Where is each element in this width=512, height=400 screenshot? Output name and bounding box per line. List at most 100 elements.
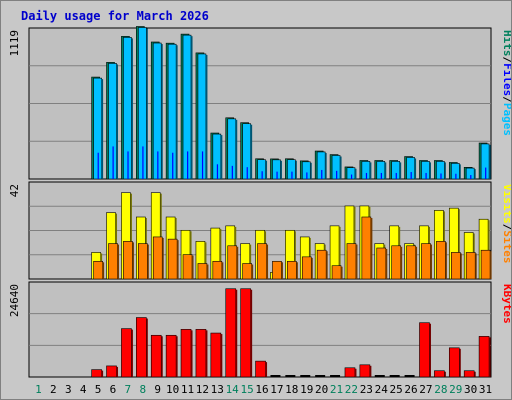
day-label: 20: [315, 383, 328, 396]
files-bar: [201, 151, 204, 179]
sites-bar-shade: [251, 264, 254, 279]
day-label: 15: [240, 383, 253, 396]
pages-bar-shade: [340, 156, 342, 179]
pages-bar-shade: [265, 160, 268, 179]
day-label: 7: [125, 383, 132, 396]
kbytes-bar-shade: [131, 329, 133, 377]
day-label: 25: [390, 383, 403, 396]
sites-bar: [346, 243, 357, 280]
pages-bar-shade: [295, 160, 297, 179]
visits-bar-shade: [339, 226, 341, 279]
visits-bar-shade: [130, 193, 132, 279]
chart-title: Daily usage for March 2026: [21, 9, 209, 23]
pages-bar-shade: [220, 135, 223, 179]
sites-bar: [197, 263, 208, 280]
legend-middle: Visits/Sites: [501, 184, 511, 264]
pages-bar-shade: [429, 162, 431, 179]
sites-bar: [182, 254, 193, 280]
day-label: 28: [434, 383, 447, 396]
legend-hits: Hits: [501, 30, 511, 57]
legend-separator: /: [501, 57, 511, 64]
legend-kbytes: KBytes: [501, 284, 511, 324]
sites-bar-shade: [221, 262, 224, 279]
files-bar: [470, 175, 472, 179]
kbytes-bar-shade: [444, 371, 446, 377]
visits-bar-shade: [204, 242, 207, 279]
sites-bar-shade: [326, 251, 328, 279]
sites-bar: [316, 249, 327, 280]
sites-bar-shade: [355, 244, 358, 279]
sites-bar: [93, 260, 103, 280]
files-bar: [365, 172, 368, 179]
sites-bar-shade: [281, 262, 283, 279]
sites-bar: [212, 260, 223, 280]
kbytes-bar: [136, 317, 147, 378]
kbytes-bar-shade: [101, 370, 104, 377]
pages-bar-shade: [250, 124, 253, 179]
y-max-label: 42: [8, 184, 21, 197]
legend-bottom: KBytes: [501, 284, 511, 324]
day-label: 17: [270, 383, 283, 396]
visits-bar-shade: [294, 231, 296, 279]
day-label: 24: [375, 383, 389, 396]
kbytes-bar-shade: [205, 330, 208, 377]
sites-bar: [272, 260, 282, 280]
pages-bar-shade: [116, 64, 119, 179]
sites-bar-shade: [206, 264, 209, 279]
kbytes-bar-shade: [220, 334, 223, 377]
pages-bar-shade: [414, 158, 417, 179]
kbytes-bar: [150, 334, 162, 378]
sites-bar: [167, 238, 178, 280]
pages-bar-shade: [354, 168, 357, 179]
sites-bar: [301, 256, 312, 280]
pages-bar-shade: [280, 160, 282, 179]
pages-bar-shade: [131, 38, 133, 179]
day-label: 29: [449, 383, 462, 396]
visits-bar-shade: [353, 206, 356, 279]
y-max-label: 1119: [8, 30, 21, 57]
files-bar: [336, 170, 338, 179]
kbytes-bar-shade: [369, 365, 372, 377]
files-bar: [142, 146, 144, 179]
sites-bar: [436, 241, 446, 280]
pages-bar-shade: [369, 162, 372, 179]
kbytes-bar: [210, 332, 222, 378]
kbytes-bar-shade: [265, 362, 268, 377]
day-label: 5: [95, 383, 102, 396]
sites-bar: [108, 243, 118, 280]
sites-bar-shade: [192, 255, 194, 279]
kbytes-bar: [478, 336, 490, 378]
legend-separator: /: [501, 224, 511, 231]
files-bar: [246, 167, 248, 179]
sites-bar-shade: [341, 266, 343, 279]
day-label: 4: [80, 383, 87, 396]
pages-bar-shade: [384, 162, 387, 179]
day-label: 3: [65, 383, 72, 396]
files-bar: [485, 167, 487, 179]
files-bar: [127, 151, 129, 179]
pages-bar-shade: [489, 144, 491, 179]
kbytes-bar-shade: [146, 318, 148, 377]
pages-bar-shade: [176, 45, 178, 179]
files-bar: [395, 172, 397, 179]
day-label: 6: [110, 383, 117, 396]
sites-bar: [421, 243, 431, 280]
sites-bar-shade: [177, 240, 179, 279]
day-label: 1: [35, 383, 42, 396]
sites-bar: [331, 265, 342, 280]
sites-bar-shade: [460, 253, 462, 279]
files-bar: [157, 151, 159, 179]
day-label: 9: [154, 383, 161, 396]
visits-bar-shade: [458, 209, 460, 279]
sites-bar: [391, 245, 401, 280]
kbytes-bar-shade: [116, 366, 119, 377]
kbytes-bar-shade: [474, 371, 476, 377]
legend-sites: Sites: [501, 230, 511, 263]
files-bar: [455, 173, 457, 179]
day-label: 27: [419, 383, 432, 396]
sites-bar: [257, 243, 267, 280]
sites-bar-shade: [400, 246, 403, 279]
sites-bar-shade: [430, 244, 432, 279]
files-bar: [172, 152, 174, 179]
